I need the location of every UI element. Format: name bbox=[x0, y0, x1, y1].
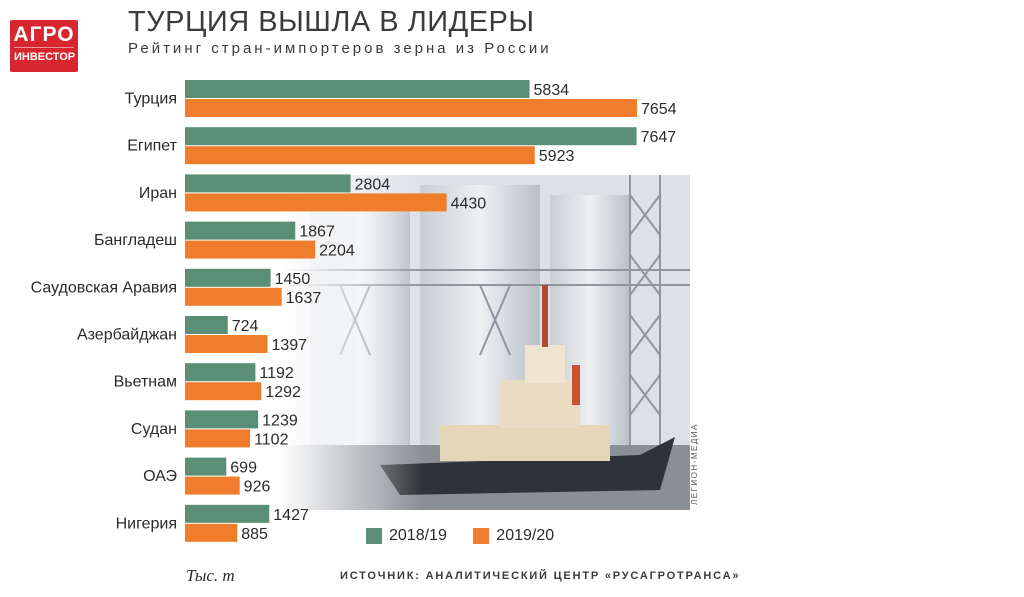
bar-2019-20 bbox=[185, 429, 251, 448]
legend-label-2018: 2018/19 bbox=[389, 527, 447, 544]
category-label: Саудовская Аравия bbox=[31, 279, 177, 296]
data-label: 1239 bbox=[262, 412, 298, 429]
bar-2019-20 bbox=[185, 476, 240, 495]
data-label: 1427 bbox=[273, 507, 309, 524]
category-label: Вьетнам bbox=[114, 374, 177, 391]
data-label: 5834 bbox=[534, 82, 570, 99]
bar-2018-19 bbox=[185, 316, 228, 334]
bar-2019-20 bbox=[185, 193, 447, 212]
units-label: Тыс. т bbox=[186, 566, 235, 585]
bar-2019-20 bbox=[185, 335, 268, 353]
data-label: 885 bbox=[241, 526, 268, 543]
logo-line1: АГРО bbox=[13, 23, 75, 46]
bar-2018-19 bbox=[185, 504, 270, 523]
legend-item-2019: 2019/20 bbox=[473, 527, 554, 545]
data-label: 1102 bbox=[254, 431, 289, 448]
data-label: 2204 bbox=[319, 243, 355, 260]
bar-2018-19 bbox=[185, 268, 271, 287]
bar-2019-20 bbox=[185, 146, 535, 165]
category-label: Азербайджан bbox=[77, 327, 177, 344]
category-label: Турция bbox=[125, 91, 177, 108]
data-label: 1397 bbox=[271, 337, 307, 354]
data-label: 699 bbox=[230, 460, 257, 477]
bar-2018-19 bbox=[185, 363, 256, 382]
logo: АГРО ИНВЕСТОР bbox=[10, 20, 78, 72]
data-label: 724 bbox=[232, 318, 259, 335]
category-label: ОАЭ bbox=[143, 468, 177, 485]
bar-2018-19 bbox=[185, 410, 259, 429]
bar-2018-19 bbox=[185, 221, 296, 240]
category-label: Иран bbox=[139, 185, 177, 202]
category-label: Судан bbox=[131, 421, 177, 438]
data-label: 4430 bbox=[451, 195, 487, 212]
bar-2019-20 bbox=[185, 382, 262, 401]
category-label: Бангладеш bbox=[94, 232, 177, 249]
source-note: ИСТОЧНИК: АНАЛИТИЧЕСКИЙ ЦЕНТР «РУСАГРОТР… bbox=[340, 570, 741, 582]
bar-2019-20 bbox=[185, 99, 637, 117]
bar-2018-19 bbox=[185, 174, 351, 193]
chart-subtitle: Рейтинг стран-импортеров зерна из России bbox=[128, 40, 552, 57]
data-label: 2804 bbox=[355, 176, 391, 193]
legend: 2018/19 2019/20 bbox=[366, 527, 576, 549]
bar-2018-19 bbox=[185, 457, 227, 476]
data-label: 1450 bbox=[275, 271, 311, 288]
legend-label-2019: 2019/20 bbox=[496, 527, 555, 544]
data-label: 1292 bbox=[265, 384, 301, 401]
data-label: 1867 bbox=[299, 224, 335, 241]
legend-item-2018: 2018/19 bbox=[366, 527, 447, 545]
data-label: 1637 bbox=[286, 290, 322, 307]
legend-swatch-2019 bbox=[473, 528, 490, 544]
category-label: Египет bbox=[127, 138, 177, 155]
bar-2018-19 bbox=[185, 80, 530, 98]
bar-2019-20 bbox=[185, 523, 238, 542]
data-label: 7654 bbox=[641, 101, 677, 118]
bar-2018-19 bbox=[185, 127, 637, 146]
logo-line2: ИНВЕСТОР bbox=[14, 47, 75, 66]
chart-title: ТУРЦИЯ ВЫШЛА В ЛИДЕРЫ bbox=[128, 6, 535, 38]
bar-2019-20 bbox=[185, 287, 282, 306]
data-label: 7647 bbox=[641, 129, 677, 146]
category-label: Нигерия bbox=[116, 515, 177, 532]
bar-2019-20 bbox=[185, 240, 316, 259]
data-label: 926 bbox=[244, 479, 271, 496]
background-photo bbox=[280, 175, 690, 510]
data-label: 1192 bbox=[259, 365, 294, 382]
data-label: 5923 bbox=[539, 148, 575, 165]
legend-swatch-2018 bbox=[366, 528, 382, 544]
